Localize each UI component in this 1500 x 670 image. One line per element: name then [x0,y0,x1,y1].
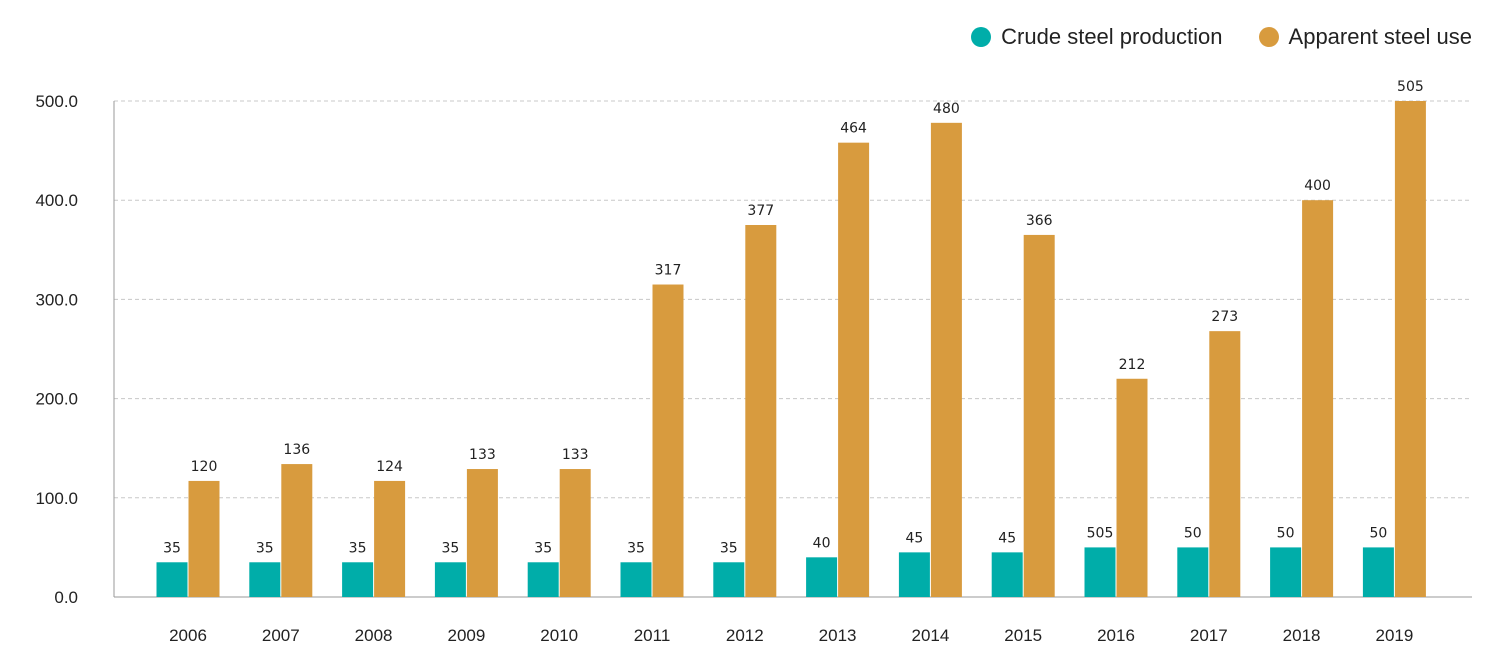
data-label: 273 [1211,309,1238,325]
legend-label-apparent-use: Apparent steel use [1288,24,1472,49]
data-label: 35 [627,540,645,556]
x-tick-label: 2017 [1190,626,1228,645]
bar-apparent-use [466,469,498,597]
bar-apparent-use [1209,331,1241,597]
data-label: 133 [562,447,589,463]
bar-crude-steel [898,552,930,597]
x-tick-label: 2010 [540,626,578,645]
bar-crude-steel [1362,547,1394,597]
bar-crude-steel [991,552,1023,597]
bar-crude-steel [1177,547,1209,597]
bar-crude-steel [342,562,374,597]
data-label: 45 [998,530,1016,546]
legend-label-crude-steel: Crude steel production [1001,24,1223,49]
x-tick-label: 2006 [169,626,207,645]
legend-item-apparent-use: Apparent steel use [1258,24,1472,50]
x-tick-label: 2019 [1375,626,1413,645]
data-label: 366 [1026,213,1053,229]
bar-apparent-use [559,469,591,597]
x-tick-label: 2008 [355,626,393,645]
bar-apparent-use [1394,101,1426,597]
bar-crude-steel [249,562,281,597]
bar-apparent-use [930,122,962,597]
bar-crude-steel [434,562,466,597]
bar-apparent-use [838,142,870,597]
bar-crude-steel [713,562,745,597]
legend-item-crude-steel: Crude steel production [971,24,1223,50]
x-tick-label: 2012 [726,626,764,645]
x-tick-label: 2016 [1097,626,1135,645]
x-tick-label: 2007 [262,626,300,645]
y-tick-label: 100.0 [35,489,78,508]
data-label: 505 [1397,79,1424,95]
x-tick-label: 2013 [819,626,857,645]
data-label: 35 [441,540,459,556]
bar-crude-steel [1270,547,1302,597]
data-label: 464 [840,121,867,137]
y-tick-label: 400.0 [35,191,78,210]
data-label: 120 [191,459,218,475]
bar-crude-steel [806,557,838,597]
data-label: 505 [1087,525,1114,541]
x-tick-label: 2014 [911,626,949,645]
data-label: 212 [1119,357,1146,373]
data-label: 133 [469,447,496,463]
legend-swatch-apparent-use [1258,27,1279,47]
bar-apparent-use [1023,234,1055,598]
data-label: 35 [163,540,181,556]
bar-apparent-use [188,480,220,597]
legend: Crude steel production Apparent steel us… [971,24,1472,50]
data-label: 377 [747,203,774,219]
data-label: 35 [720,540,738,556]
bar-apparent-use [652,284,684,597]
y-tick-label: 200.0 [35,390,78,409]
x-tick-label: 2009 [447,626,485,645]
bar-apparent-use [281,464,313,597]
data-label: 35 [256,540,274,556]
bar-crude-steel [527,562,559,597]
data-label: 35 [349,540,367,556]
bar-crude-steel [620,562,652,597]
data-label: 136 [283,442,310,458]
data-label: 400 [1304,178,1331,194]
data-label: 50 [1184,525,1202,541]
data-label: 40 [813,535,831,551]
x-tick-label: 2011 [634,626,671,645]
data-label: 35 [534,540,552,556]
data-label: 45 [905,530,923,546]
bar-apparent-use [1302,200,1334,597]
x-tick-label: 2018 [1283,626,1321,645]
y-tick-label: 500.0 [35,92,78,111]
bar-apparent-use [1116,378,1148,597]
y-tick-label: 0.0 [54,588,78,607]
data-label: 50 [1277,525,1295,541]
bar-apparent-use [374,480,406,597]
data-label: 317 [655,263,682,279]
bar-crude-steel [1084,547,1116,597]
y-tick-label: 300.0 [35,290,78,309]
data-label: 124 [376,459,403,475]
bar-apparent-use [745,225,777,597]
data-label: 480 [933,101,960,117]
bar-crude-steel [156,562,188,597]
data-label: 50 [1369,525,1387,541]
x-tick-label: 2015 [1004,626,1042,645]
legend-swatch-crude-steel [971,27,992,47]
